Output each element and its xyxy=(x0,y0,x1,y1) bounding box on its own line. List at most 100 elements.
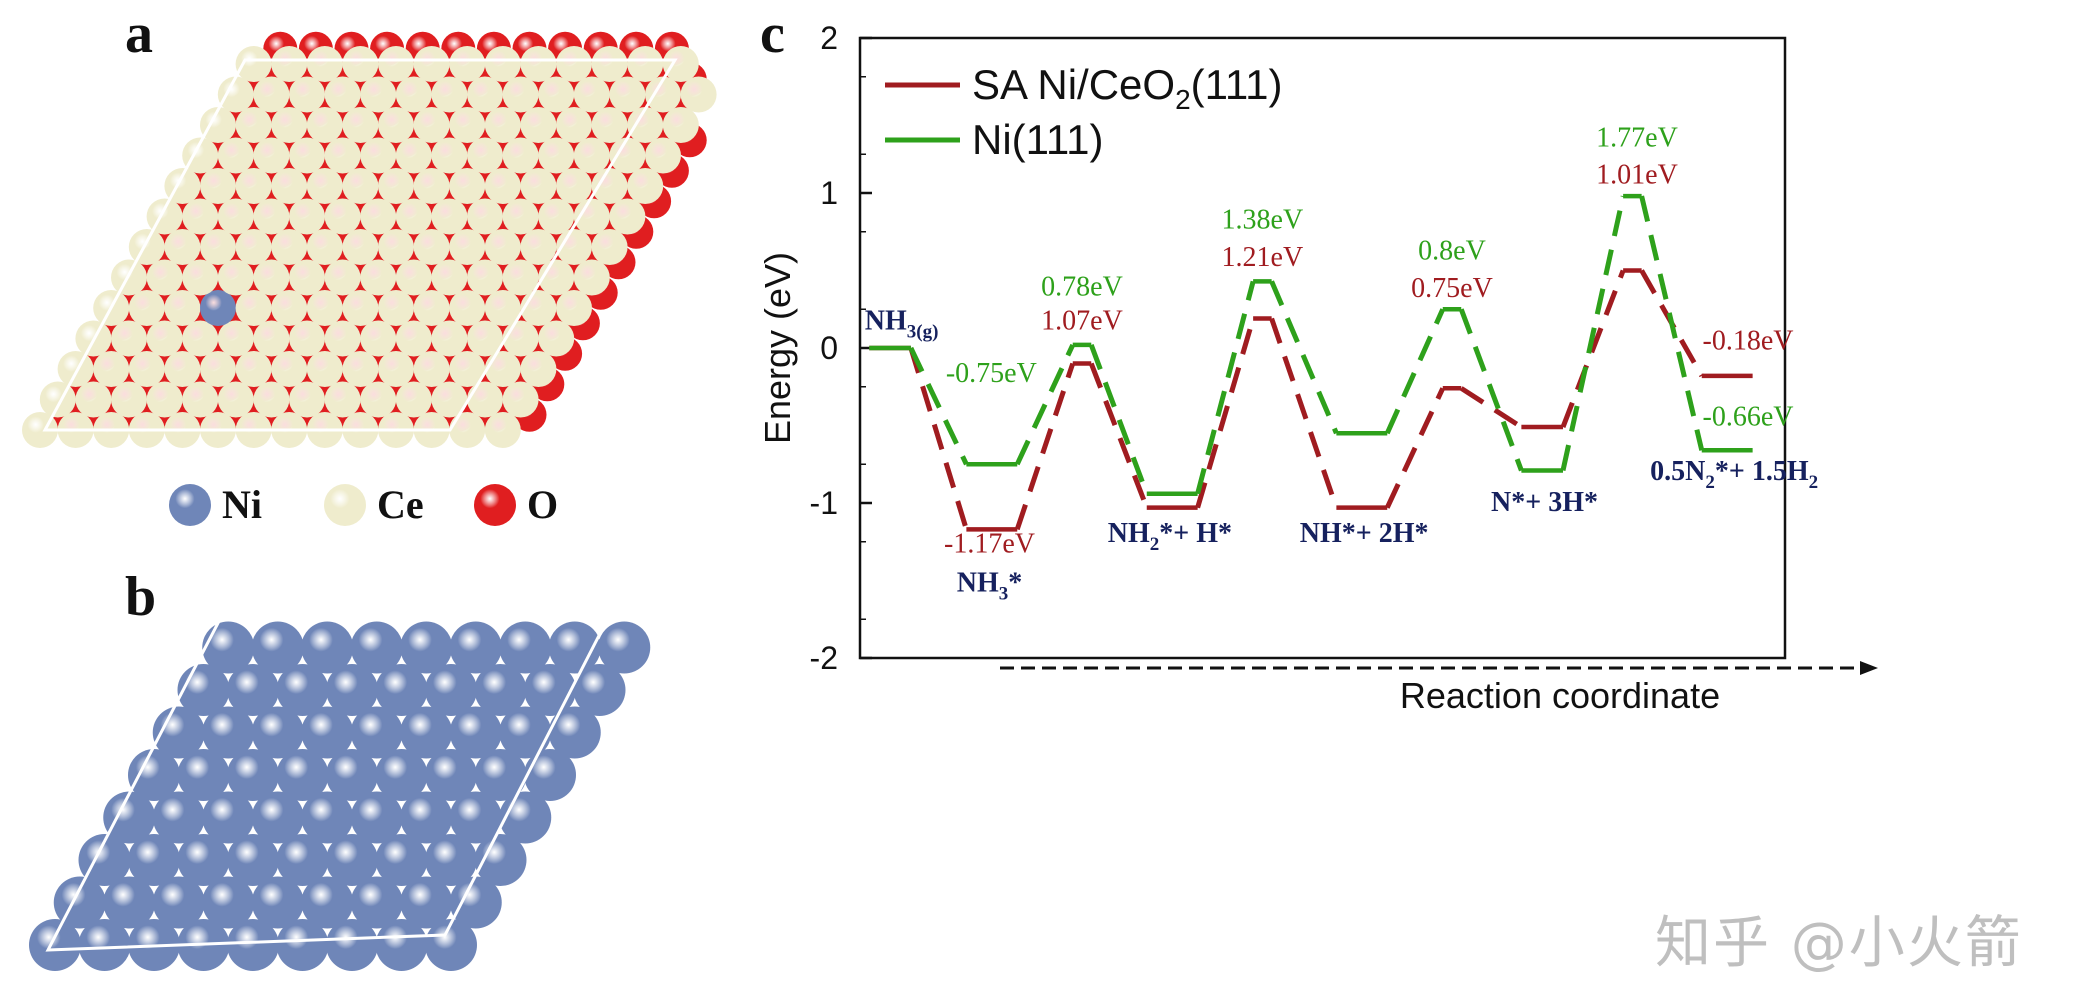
cerium-atom xyxy=(182,137,219,174)
cerium-atom xyxy=(289,381,325,418)
nickel-atom xyxy=(375,919,428,971)
legend-ni-label: Ni xyxy=(222,482,262,527)
cerium-atom xyxy=(271,46,308,82)
cerium-atom xyxy=(573,198,610,235)
cerium-atom xyxy=(146,259,183,296)
y-tick-label: 2 xyxy=(820,20,838,56)
nickel-atom xyxy=(202,876,255,929)
cerium-atom xyxy=(146,320,183,357)
cerium-atom xyxy=(111,381,147,418)
cerium-atom xyxy=(324,320,361,357)
cerium-atom xyxy=(413,46,450,82)
cerium-atom xyxy=(289,198,325,235)
species-label: N*+ 3H* xyxy=(1491,487,1598,518)
legend-o-label: O xyxy=(527,482,558,527)
cerium-atom xyxy=(395,198,432,235)
cerium-atom xyxy=(591,229,628,265)
nickel-atom xyxy=(276,664,329,716)
cerium-atom xyxy=(182,259,219,296)
cerium-atom xyxy=(200,107,236,143)
nickel-atom xyxy=(449,706,502,759)
y-axis-label: Energy (eV) xyxy=(757,252,798,444)
cerium-atom xyxy=(253,198,290,235)
nickel-atom xyxy=(152,791,205,844)
legend-o-marker xyxy=(474,484,516,526)
cerium-atom xyxy=(271,229,308,265)
cerium-atom xyxy=(627,168,664,204)
cerium-atom xyxy=(520,229,557,265)
cerium-atom xyxy=(253,259,290,296)
cerium-atom xyxy=(253,381,290,418)
panel-label-a: a xyxy=(125,3,153,65)
cerium-atom xyxy=(431,259,468,296)
cerium-atom xyxy=(556,290,592,326)
cerium-atom xyxy=(306,351,343,387)
energy-annotation: 0.75eV xyxy=(1411,273,1493,304)
cerium-atom xyxy=(217,381,254,418)
legend-label-ni111: Ni(111) xyxy=(972,116,1103,163)
transition-connector-ni111 xyxy=(1269,280,1339,435)
y-tick-label: 1 xyxy=(820,175,838,211)
transition-connector-sa-ni-ceo2 xyxy=(1384,387,1446,509)
cerium-atom xyxy=(111,320,147,357)
cerium-atom xyxy=(395,137,432,174)
cerium-atom xyxy=(467,259,503,296)
transition-connector-ni111 xyxy=(1458,308,1524,472)
cerium-atom xyxy=(128,290,165,326)
nickel-atom xyxy=(350,706,403,759)
cerium-atom xyxy=(395,381,432,418)
cerium-atom xyxy=(235,229,272,265)
cerium-atom xyxy=(342,229,379,265)
nickel-atom xyxy=(251,706,304,759)
cerium-atom xyxy=(502,76,539,113)
cerium-atom xyxy=(378,290,414,326)
nickel-atom xyxy=(78,834,131,886)
unit-cell-outline xyxy=(45,583,628,952)
nickel-atom xyxy=(152,876,205,929)
nickel-atom xyxy=(400,621,453,674)
cerium-atom xyxy=(75,381,112,418)
cerium-atom xyxy=(289,320,325,357)
energy-profile-chart: -2 -1 0 1 2 Energy (eV) Reaction coordinate SA … xyxy=(757,20,1878,716)
transition-connector-sa-ni-ceo2 xyxy=(1088,362,1150,509)
ni-surface-structure xyxy=(29,583,651,971)
legend-ce-label: Ce xyxy=(377,482,424,527)
cerium-atom xyxy=(395,76,432,113)
cerium-atom xyxy=(378,351,414,387)
cerium-atom xyxy=(431,198,468,235)
cerium-atom xyxy=(271,351,308,387)
cerium-atom xyxy=(360,381,397,418)
cerium-atom xyxy=(342,351,379,387)
nickel-atom xyxy=(177,834,230,886)
nickel-atom xyxy=(326,919,378,971)
x-axis-label: Reaction coordinate xyxy=(1400,675,1720,716)
nickel-atom xyxy=(177,749,230,801)
cerium-atom xyxy=(164,229,201,265)
cerium-atom xyxy=(573,76,610,113)
nickel-atom xyxy=(524,749,576,801)
cerium-atom xyxy=(484,46,521,82)
cerium-atom xyxy=(378,46,414,82)
cerium-atom xyxy=(467,137,503,174)
transition-connector-ni111 xyxy=(1384,308,1446,435)
cerium-atom xyxy=(235,290,272,326)
cerium-atom xyxy=(431,381,468,418)
transition-connector-ni111 xyxy=(1014,343,1076,466)
cerium-atom xyxy=(538,137,575,174)
nickel-atom xyxy=(326,834,378,886)
cerium-atom xyxy=(360,198,397,235)
transition-connector-sa-ni-ceo2 xyxy=(1560,269,1626,428)
nickel-atom xyxy=(78,919,131,971)
cerium-atom xyxy=(556,46,592,82)
cerium-atom xyxy=(217,320,254,357)
species-label: 0.5N2*+ 1.5H2 xyxy=(1650,456,1818,493)
nickel-atom xyxy=(251,621,304,674)
nickel-atom xyxy=(499,706,552,759)
transition-connector-sa-ni-ceo2 xyxy=(1014,362,1076,531)
cerium-atom xyxy=(627,107,664,143)
cerium-atom xyxy=(217,259,254,296)
cerium-atom xyxy=(502,381,539,418)
cerium-atom xyxy=(449,351,486,387)
energy-annotation: 1.01eV xyxy=(1596,160,1678,191)
nickel-atom xyxy=(276,749,329,801)
